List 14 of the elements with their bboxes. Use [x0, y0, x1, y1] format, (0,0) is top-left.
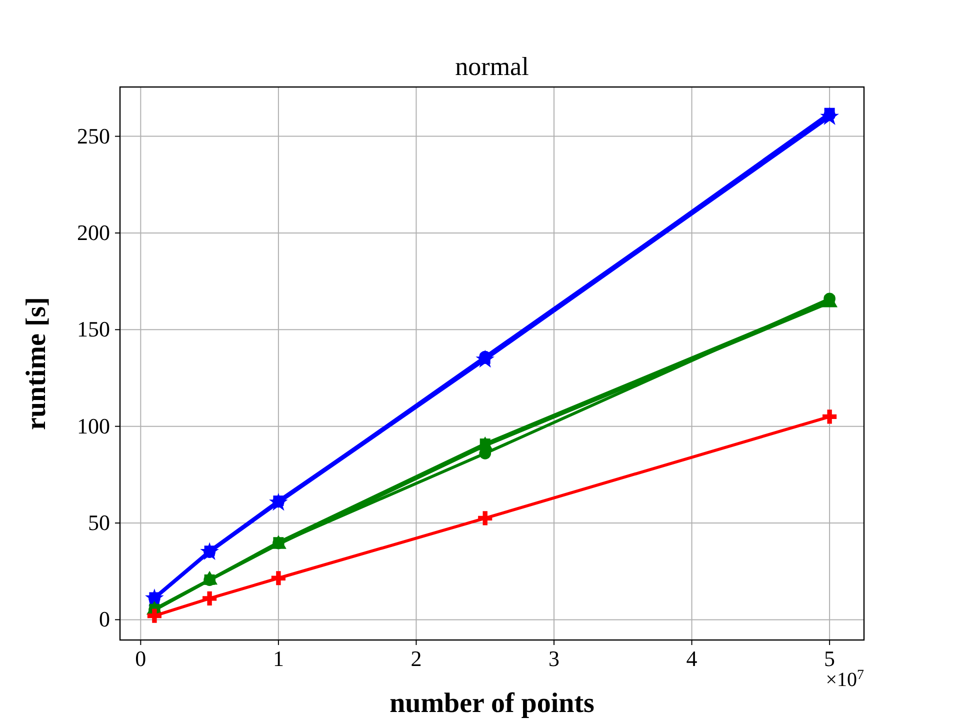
x-tick-label: 3 — [548, 646, 560, 671]
x-tick-label: 1 — [272, 646, 284, 671]
y-tick-label: 200 — [77, 220, 110, 245]
y-tick-label: 250 — [77, 123, 110, 148]
x-axis-title: number of points — [390, 688, 595, 719]
x-tick-label: 0 — [135, 646, 146, 671]
y-axis-title: runtime [s] — [21, 297, 52, 430]
y-tick-label: 150 — [77, 316, 110, 342]
y-tick-label: 0 — [99, 606, 110, 632]
x-tick-label: 2 — [410, 646, 422, 671]
y-tick-label: 50 — [88, 510, 110, 536]
chart-title: normal — [455, 52, 529, 81]
y-tick-label: 100 — [77, 413, 110, 438]
x-tick-label: 4 — [686, 646, 698, 671]
